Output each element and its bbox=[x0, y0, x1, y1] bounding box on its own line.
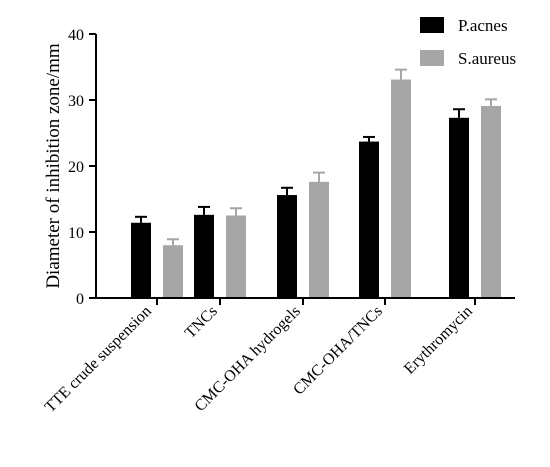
bar-p-acnes-erythromycin bbox=[449, 117, 469, 298]
x-category-label-cmc-oha-tncs: CMC-OHA/TNCs bbox=[290, 303, 386, 399]
y-ticks: 0 10 20 30 40 bbox=[68, 27, 476, 308]
bar-p-acnes-cmc-oha-hydrogels bbox=[277, 195, 297, 298]
legend-swatch-s-aureus bbox=[420, 50, 444, 66]
legend-swatch-p-acnes bbox=[420, 17, 444, 33]
bar-s-aureus-erythromycin bbox=[481, 105, 501, 298]
bar-s-aureus-tte-crude-suspension bbox=[163, 245, 183, 298]
bar-p-acnes-tte-crude-suspension bbox=[131, 222, 151, 298]
legend-label-p-acnes: P.acnes bbox=[458, 16, 508, 35]
y-axis-label: Diameter of inhibition zone/mm bbox=[43, 43, 64, 289]
bar-s-aureus-cmc-oha-hydrogels bbox=[309, 181, 329, 298]
legend-label-s-aureus: S.aureus bbox=[458, 49, 516, 68]
y-tick-label: 30 bbox=[68, 93, 84, 110]
y-tick-label: 40 bbox=[68, 27, 84, 44]
y-tick-label: 20 bbox=[68, 159, 84, 176]
y-tick-label: 0 bbox=[76, 291, 84, 308]
x-category-label-erythromycin: Erythromycin bbox=[401, 303, 476, 378]
bar-s-aureus-tncs bbox=[226, 215, 246, 298]
legend: P.acnes S.aureus bbox=[420, 16, 516, 68]
error-bars-layer bbox=[135, 68, 497, 246]
bar-p-acnes-tncs bbox=[194, 214, 214, 298]
bars-layer bbox=[131, 79, 501, 298]
x-category-label-tncs: TNCs bbox=[182, 303, 221, 342]
y-tick-label: 10 bbox=[68, 225, 84, 242]
bar-p-acnes-cmc-oha-tncs bbox=[359, 141, 379, 298]
bar-s-aureus-cmc-oha-tncs bbox=[391, 79, 411, 298]
x-category-label-tte-crude-suspension: TTE crude suspension bbox=[42, 303, 155, 416]
